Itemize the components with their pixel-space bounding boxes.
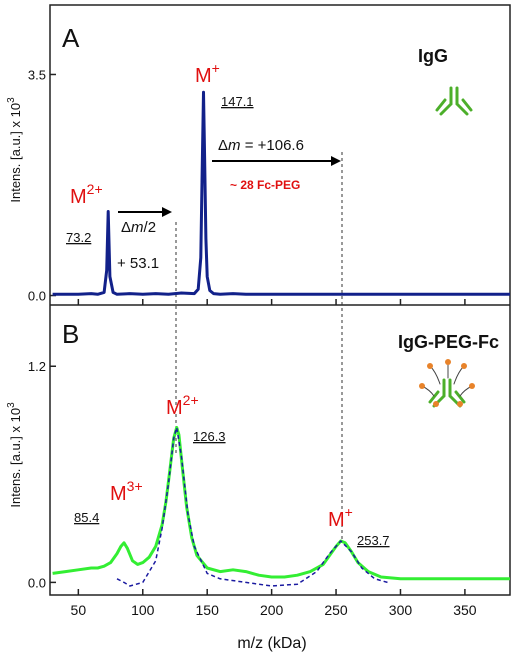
y-axis-label-text: Intens. [a.u.] x 10 (8, 103, 23, 203)
y-axis-label: Intens. [a.u.] x 103 (6, 97, 23, 203)
annotation-part: /2 (144, 219, 157, 236)
x-tick-label: 350 (453, 602, 477, 618)
y-tick-label: 0.0 (28, 575, 46, 590)
annotation-part: IgG (418, 46, 448, 66)
x-axis-label: m/z (kDa) (237, 635, 306, 652)
arrow (212, 156, 341, 166)
x-tick-label: 200 (260, 602, 284, 618)
annotation-part: IgG-PEG-Fc (398, 332, 499, 352)
annotation-part: M (195, 65, 212, 87)
annotation: 85.4 (74, 510, 99, 525)
x-tick-label: 150 (196, 602, 220, 618)
annotation-part: + (212, 60, 220, 76)
y-tick-label: 1.2 (28, 359, 46, 374)
annotation-part: M (166, 397, 183, 419)
annotation-part: M (70, 186, 87, 208)
annotation: 73.2 (66, 230, 91, 245)
annotation: Δm/2 (121, 219, 156, 236)
annotation-part: 73.2 (66, 230, 91, 245)
arrow (118, 207, 172, 217)
spectrum-line (116, 426, 388, 587)
annotation: M+ (195, 60, 220, 87)
y-axis-label-sup: 3 (6, 402, 17, 408)
annotation: M3+ (110, 478, 143, 505)
annotation: 147.1 (221, 94, 254, 109)
panel-label: A (62, 23, 80, 53)
annotation: 126.3 (193, 429, 226, 444)
annotation-part: M (110, 483, 127, 505)
annotation: ~ 28 Fc-PEG (230, 178, 300, 192)
annotation-part: m (131, 219, 144, 236)
annotation-part: = +106.6 (241, 137, 304, 154)
annotation-part: M (328, 509, 345, 531)
annotation-part: + 53.1 (117, 255, 159, 272)
annotation-part: 2+ (183, 392, 199, 408)
annotation: Δm = +106.6 (218, 137, 304, 154)
annotation: M+ (328, 504, 353, 531)
y-tick-label: 0.0 (28, 289, 46, 304)
annotation: M2+ (166, 392, 199, 419)
annotation: 253.7 (357, 533, 390, 548)
spectrum-line (52, 90, 510, 296)
y-axis-label: Intens. [a.u.] x 103 (6, 402, 23, 508)
annotation: IgG-PEG-Fc (398, 332, 499, 352)
annotation-part: m (228, 137, 241, 154)
annotation: IgG (418, 46, 448, 66)
x-tick-label: 50 (71, 602, 87, 618)
annotation: M2+ (70, 181, 103, 208)
x-tick-label: 300 (389, 602, 413, 618)
annotation-part: 126.3 (193, 429, 226, 444)
antibody-peg-icon (419, 359, 475, 408)
annotation-part: 2+ (87, 181, 103, 197)
x-tick-label: 250 (324, 602, 348, 618)
plot-frame (49, 4, 511, 596)
annotation: + 53.1 (117, 255, 159, 272)
annotation-part: + (345, 504, 353, 520)
panel-label: B (62, 319, 79, 349)
annotation-part: ~ 28 Fc-PEG (230, 178, 300, 192)
annotation-part: 85.4 (74, 510, 99, 525)
annotation-part: Δ (218, 137, 228, 154)
annotation-part: 253.7 (357, 533, 390, 548)
y-axis-label-text: Intens. [a.u.] x 10 (8, 408, 23, 508)
y-tick-label: 3.5 (28, 67, 46, 82)
annotation-part: 147.1 (221, 94, 254, 109)
antibody-icon (435, 86, 473, 116)
annotation-part: Δ (121, 219, 131, 236)
x-tick-label: 100 (131, 602, 155, 618)
y-axis-label-sup: 3 (6, 97, 17, 103)
annotation-part: 3+ (127, 478, 143, 494)
